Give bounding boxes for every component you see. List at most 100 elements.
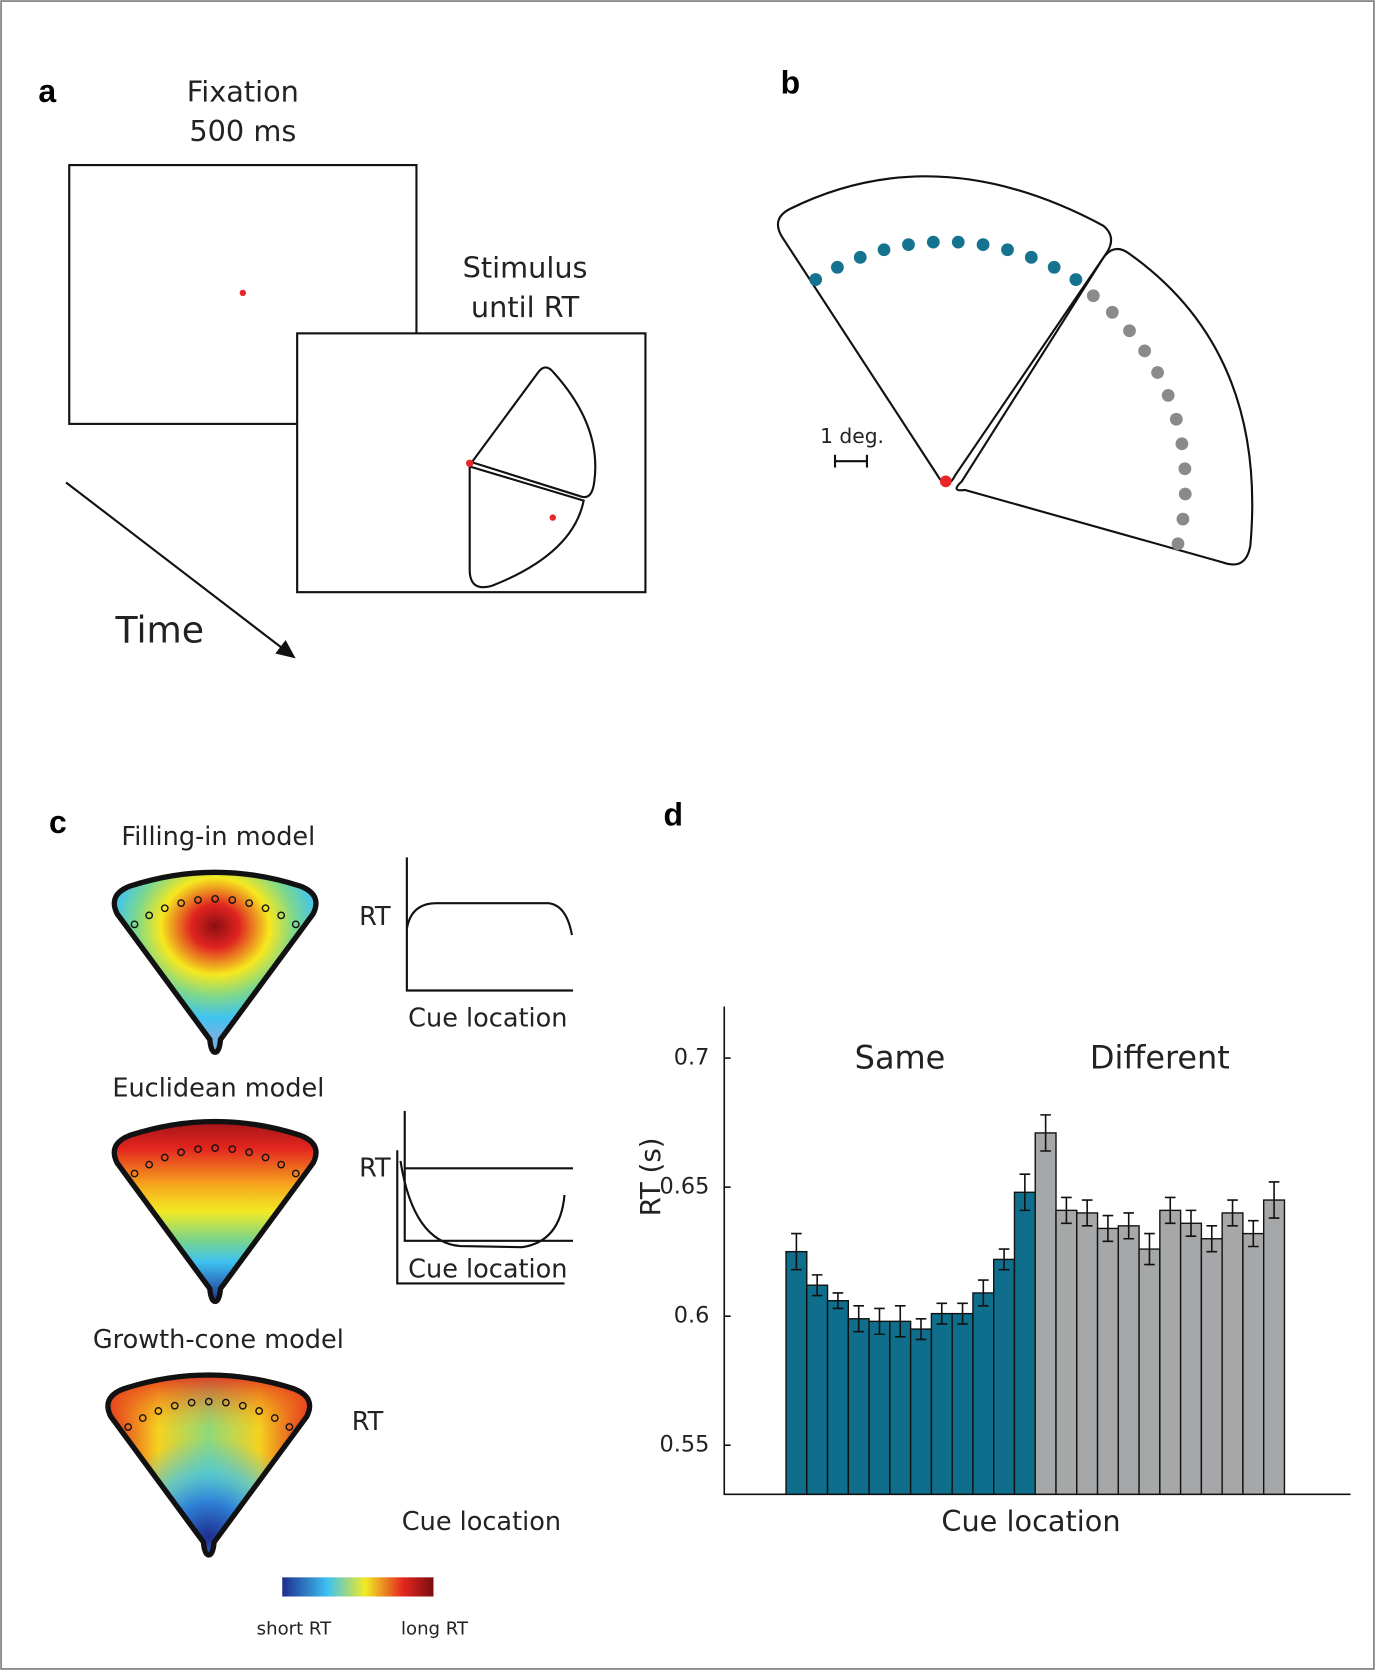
- prediction-curve: [399, 1160, 566, 1249]
- error-bar: [832, 1292, 844, 1310]
- object-right: [955, 248, 1254, 566]
- cue-circle: [261, 904, 270, 913]
- panel-label: b: [781, 65, 801, 101]
- series-label: Different: [1090, 1039, 1230, 1077]
- colorbar-label: short RT: [257, 1619, 333, 1640]
- cue-circle: [130, 920, 139, 929]
- stimulus-title: Stimulus: [463, 250, 588, 284]
- bar: [1263, 1199, 1286, 1495]
- cue-dot: [902, 238, 915, 252]
- time-arrow: [65, 481, 296, 659]
- cue-dot: [1086, 289, 1100, 303]
- cue-dot: [1178, 462, 1192, 476]
- cue-dot: [1024, 250, 1038, 264]
- bar: [1117, 1225, 1140, 1495]
- stimulus-shape: [468, 465, 585, 589]
- target-dot: [549, 514, 556, 521]
- error-bar: [915, 1317, 927, 1341]
- error-bar: [1185, 1209, 1197, 1237]
- cue-circle: [204, 1397, 213, 1406]
- cue-circle: [245, 1148, 254, 1157]
- cue-dot: [1178, 487, 1192, 501]
- x-axis-label: Cue location: [941, 1504, 1120, 1538]
- error-bar: [1164, 1196, 1176, 1225]
- cue-dot: [1123, 324, 1136, 338]
- cue-dot: [1169, 412, 1183, 426]
- y-tick-label: 0.7: [674, 1045, 710, 1071]
- time-label: Time: [114, 609, 204, 652]
- series-label: Same: [855, 1039, 946, 1077]
- cue-dot: [926, 235, 940, 249]
- cue-dot: [1047, 260, 1061, 274]
- axis-label: RT: [359, 902, 391, 932]
- bar: [785, 1250, 808, 1495]
- cue-circle: [145, 1160, 154, 1169]
- bar: [1076, 1212, 1099, 1495]
- error-bar: [1206, 1225, 1218, 1253]
- error-bar: [1123, 1212, 1135, 1240]
- cue-circle: [277, 1160, 286, 1169]
- stimulus-time: until RT: [471, 290, 580, 324]
- cue-dot: [1161, 388, 1175, 402]
- cue-dot: [1069, 273, 1083, 286]
- bar: [1200, 1238, 1223, 1495]
- bar: [951, 1312, 974, 1495]
- cue-circle: [255, 1407, 264, 1415]
- cue-circle: [261, 1153, 270, 1162]
- fixation-time: 500 ms: [189, 114, 296, 148]
- colorbar: [282, 1577, 434, 1597]
- error-bar: [957, 1302, 968, 1325]
- cue-circle: [291, 920, 300, 929]
- prediction-curve: [405, 902, 573, 936]
- stimulus-shape: [470, 366, 597, 499]
- scale-label: 1 deg.: [820, 424, 884, 448]
- error-bar: [1061, 1196, 1072, 1225]
- cue-dot: [1175, 437, 1189, 451]
- cue-circle: [228, 896, 237, 904]
- cue-circle: [124, 1423, 133, 1431]
- cue-dot: [976, 238, 990, 252]
- bar: [826, 1300, 850, 1495]
- cue-circle: [177, 899, 186, 907]
- error-bar: [791, 1232, 802, 1271]
- cue-dot: [1176, 512, 1190, 526]
- bar: [972, 1292, 995, 1495]
- bar: [1013, 1191, 1036, 1495]
- error-bar: [936, 1302, 948, 1325]
- cue-circle: [130, 1169, 139, 1178]
- cue-circle: [245, 899, 254, 907]
- fixation-dot: [939, 475, 952, 488]
- axis-label: RT: [359, 1153, 391, 1183]
- panel-label: c: [49, 804, 67, 840]
- error-bar: [1040, 1114, 1051, 1152]
- fixation-dot: [239, 289, 247, 297]
- error-bar: [977, 1279, 989, 1307]
- cue-dot: [830, 260, 844, 274]
- cue-circle: [228, 1145, 237, 1154]
- cue-dot: [951, 235, 965, 249]
- cue-circle: [277, 911, 286, 920]
- bar: [1096, 1227, 1120, 1495]
- cue-circle: [285, 1423, 294, 1431]
- axis-label: RT: [352, 1407, 384, 1437]
- error-bar: [1081, 1199, 1093, 1227]
- colorbar-label: long RT: [401, 1619, 469, 1640]
- bar: [847, 1318, 870, 1495]
- model-title: Filling-in model: [121, 822, 315, 852]
- bar: [868, 1320, 891, 1495]
- error-bar: [1268, 1181, 1280, 1219]
- cue-dot: [1105, 305, 1119, 319]
- cue-dots: [809, 235, 1192, 551]
- bar: [1221, 1212, 1244, 1495]
- cue-dot: [1001, 243, 1014, 257]
- error-bar: [811, 1274, 823, 1297]
- bar: [930, 1312, 953, 1495]
- cue-dot: [1151, 366, 1164, 379]
- cue-circle: [291, 1169, 300, 1178]
- panel-label: a: [38, 73, 56, 109]
- error-bar: [1247, 1219, 1259, 1248]
- bar-chart: 0.55 0.6 0.65 0.7 RT (s) Cue location Same Diff…: [634, 1006, 1351, 1538]
- cue-circle: [138, 1414, 147, 1422]
- fixation-dot: [465, 459, 474, 468]
